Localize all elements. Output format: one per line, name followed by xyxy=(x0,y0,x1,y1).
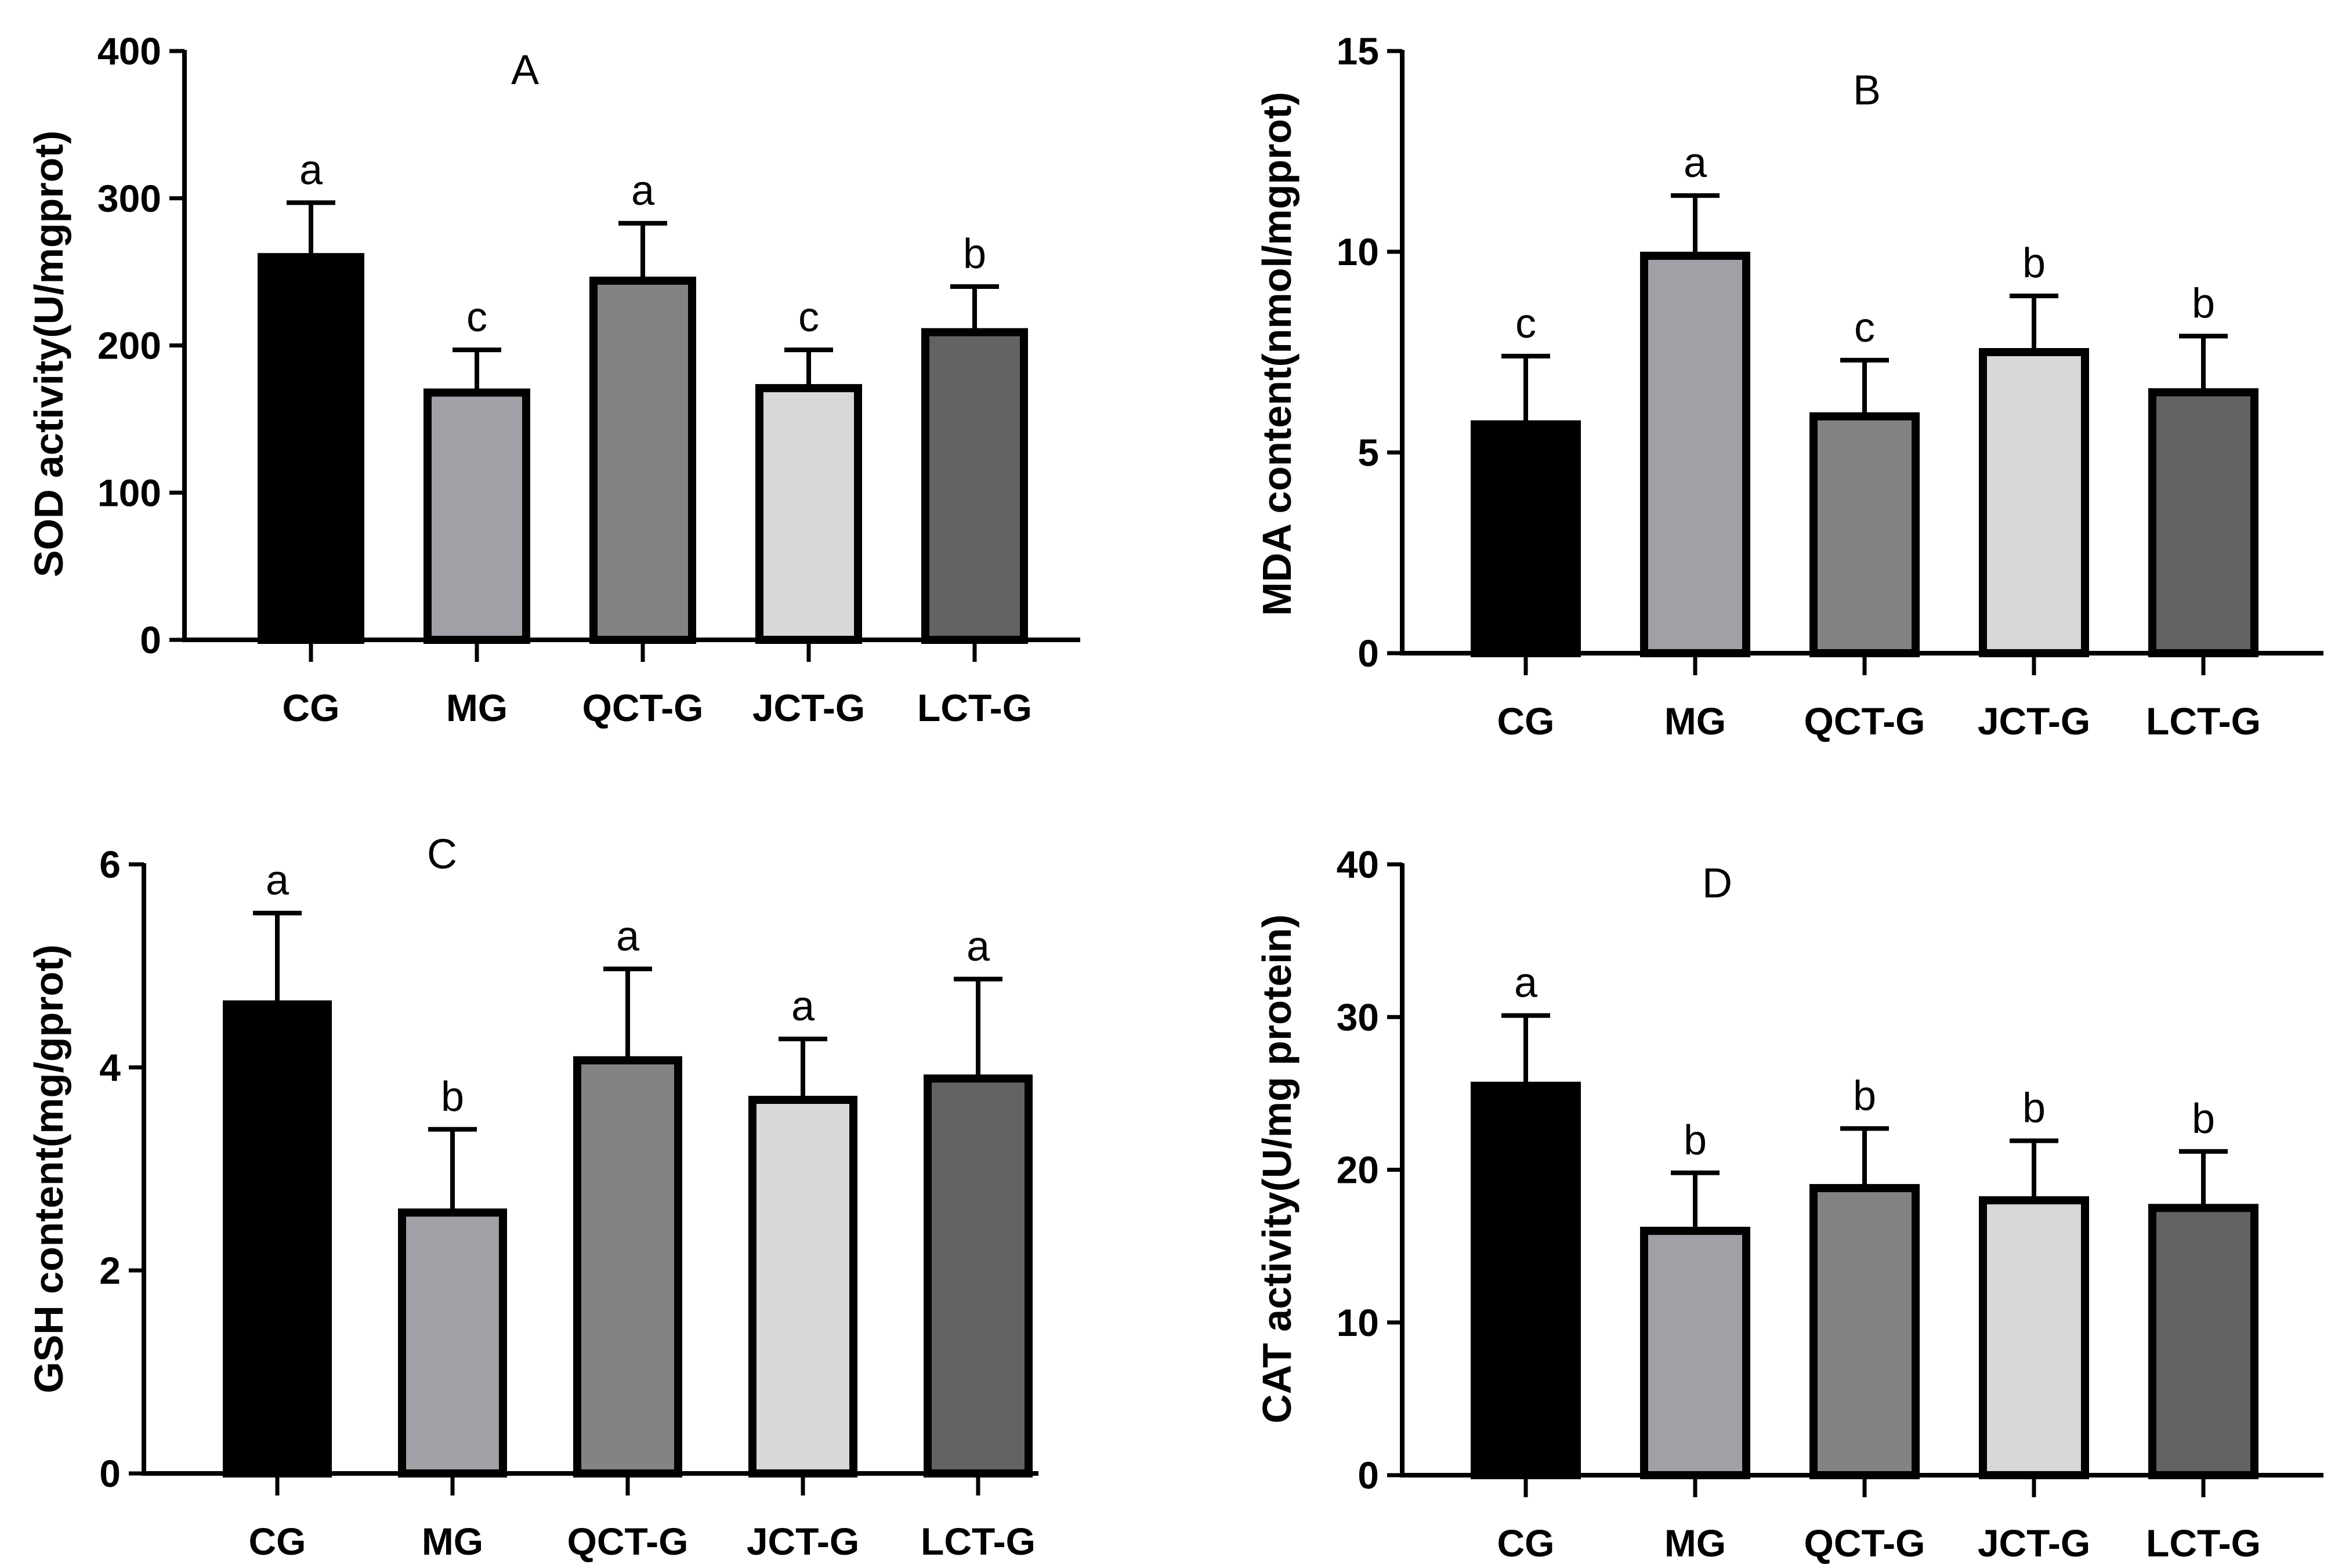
y-tick-label: 10 xyxy=(1337,1301,1379,1344)
bar-lct-g xyxy=(2148,1204,2258,1479)
significance-label: b xyxy=(2192,280,2215,327)
x-tick-label: JCT-G xyxy=(752,686,865,729)
bar-qct-g xyxy=(1809,412,1920,657)
x-tick-label: QCT-G xyxy=(582,686,704,729)
significance-label: a xyxy=(616,913,640,959)
bar-jct-g xyxy=(748,1096,857,1478)
y-tick-label: 0 xyxy=(1358,1454,1379,1497)
significance-label: b xyxy=(2022,240,2046,287)
x-tick-label: CG xyxy=(283,686,340,729)
x-tick-label: JCT-G xyxy=(1978,700,2090,743)
x-tick-label: MG xyxy=(446,686,508,729)
y-tick-label: 30 xyxy=(1337,995,1379,1038)
significance-label: a xyxy=(791,983,815,1030)
x-tick-label: LCT-G xyxy=(917,686,1032,729)
x-tick-label: CG xyxy=(1497,1522,1555,1565)
y-axis-label: CAT activity(U/mg protein) xyxy=(1254,914,1300,1424)
bar-lct-g xyxy=(2148,388,2258,657)
y-tick-label: 15 xyxy=(1337,30,1379,73)
significance-label: c xyxy=(1515,300,1536,347)
panel-d: 0 10 20 30 40 CAT activity(U/mg protein) Da CG b… xyxy=(1254,843,2323,1565)
x-tick-label: LCT-G xyxy=(2146,1522,2261,1565)
bar-jct-g xyxy=(755,384,862,644)
y-tick-label: 20 xyxy=(1337,1149,1379,1192)
y-tick-label: 0 xyxy=(1358,632,1379,675)
y-tick-label: 2 xyxy=(99,1249,121,1292)
bar-cg xyxy=(258,253,364,644)
bar-cg xyxy=(223,1000,332,1478)
x-tick-label: CG xyxy=(249,1520,306,1563)
y-tick-label: 6 xyxy=(99,843,121,886)
y-tick-label: 200 xyxy=(97,324,161,367)
panel-letter: C xyxy=(427,831,457,878)
significance-label: b xyxy=(2022,1085,2046,1131)
y-axis-label: GSH content(mg/gprot) xyxy=(26,944,71,1393)
bar-lct-g xyxy=(921,328,1028,644)
significance-label: a xyxy=(266,857,289,904)
bar-mg xyxy=(424,388,530,644)
significance-label: a xyxy=(299,147,323,193)
panel-letter: D xyxy=(1702,860,1732,907)
panel-c: 0 2 4 6 GSH content(mg/gprot) Ca CG b MG a QCT-G a J… xyxy=(26,831,1038,1563)
bar-qct-g xyxy=(573,1056,682,1478)
x-tick-label: QCT-G xyxy=(1804,700,1925,743)
bar-jct-g xyxy=(1979,1196,2089,1479)
y-tick-label: 5 xyxy=(1358,431,1379,474)
x-tick-label: MG xyxy=(422,1520,483,1563)
x-tick-label: MG xyxy=(1664,1522,1726,1565)
panel-letter: B xyxy=(1853,67,1881,114)
x-tick-label: MG xyxy=(1664,700,1726,743)
x-tick-label: QCT-G xyxy=(567,1520,689,1563)
y-tick-label: 300 xyxy=(97,177,161,220)
bar-cg xyxy=(1471,420,1581,657)
y-tick-label: 4 xyxy=(99,1046,121,1089)
panel-letter: A xyxy=(511,47,539,93)
x-tick-label: CG xyxy=(1497,700,1555,743)
significance-label: b xyxy=(963,231,986,277)
y-tick-label: 0 xyxy=(99,1452,121,1495)
bar-jct-g xyxy=(1979,348,2089,657)
bar-mg xyxy=(1640,1226,1750,1480)
significance-label: a xyxy=(631,168,655,214)
y-axis-label: SOD activity(U/mgprot) xyxy=(26,131,71,577)
y-tick-label: 10 xyxy=(1337,230,1379,273)
panel-a: 0 100 200 300 400 SOD activity(U/mgprot) Aa CG c… xyxy=(26,30,1080,729)
significance-label: b xyxy=(1684,1117,1707,1164)
significance-label: b xyxy=(441,1074,464,1120)
significance-label: c xyxy=(466,294,487,341)
bar-cg xyxy=(1471,1081,1581,1479)
y-axis-label: MDA content(nmol/mgprot) xyxy=(1254,92,1300,615)
x-tick-label: QCT-G xyxy=(1804,1522,1925,1565)
significance-label: b xyxy=(1853,1073,1876,1119)
significance-label: a xyxy=(1684,140,1707,186)
y-tick-label: 0 xyxy=(140,618,161,661)
x-tick-label: LCT-G xyxy=(921,1520,1036,1563)
bar-qct-g xyxy=(1809,1184,1920,1480)
x-tick-label: JCT-G xyxy=(1978,1522,2090,1565)
bar-qct-g xyxy=(589,276,696,644)
bar-mg xyxy=(1640,251,1750,658)
significance-label: c xyxy=(1854,305,1875,351)
y-tick-label: 100 xyxy=(97,471,161,514)
panel-b: 0 5 10 15 MDA content(nmol/mgprot) Bc CG a MG c QC… xyxy=(1254,30,2323,743)
significance-label: c xyxy=(798,294,819,341)
x-tick-label: JCT-G xyxy=(747,1520,859,1563)
x-tick-label: LCT-G xyxy=(2146,700,2261,743)
y-tick-label: 400 xyxy=(97,30,161,73)
significance-label: a xyxy=(967,924,990,970)
y-tick-label: 40 xyxy=(1337,843,1379,886)
significance-label: b xyxy=(2192,1096,2215,1142)
significance-label: a xyxy=(1514,960,1538,1006)
bar-mg xyxy=(398,1208,507,1478)
bar-lct-g xyxy=(924,1074,1033,1478)
